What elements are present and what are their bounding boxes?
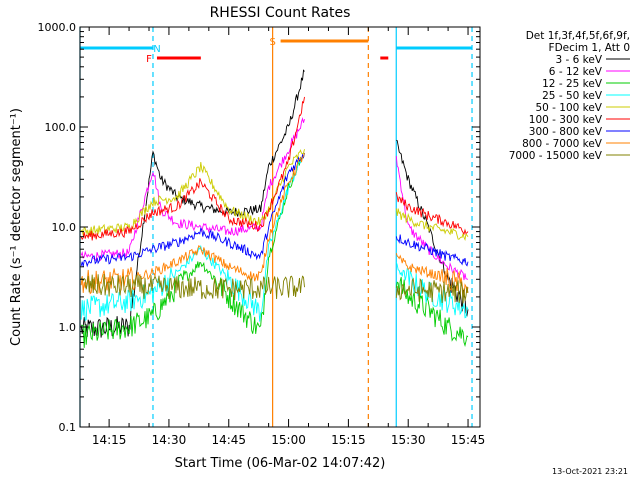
y-axis: 0.1 1.0 10.0 100.0 1000.0 xyxy=(38,21,480,434)
legend-label-3: 25 - 50 keV xyxy=(542,90,603,102)
x-tick-label: 14:30 xyxy=(152,433,187,447)
series-line-5-part-0 xyxy=(80,96,305,241)
flag-n-label: N xyxy=(153,44,160,55)
legend-header-1: FDecim 1, Att 0 xyxy=(549,42,630,54)
series-line-3-part-0 xyxy=(80,152,305,322)
series-line-0-part-0 xyxy=(80,69,305,338)
y-tick-label: 100.0 xyxy=(45,121,77,134)
y-tick-label: 10.0 xyxy=(52,221,77,234)
footer-timestamp: 13-Oct-2021 23:21 xyxy=(552,467,628,476)
y-tick-label: 1.0 xyxy=(59,321,77,334)
x-axis: 14:15 14:30 14:45 15:00 15:15 15:30 15:45 xyxy=(88,27,486,447)
legend-label-5: 100 - 300 keV xyxy=(529,114,603,126)
legend-label-1: 6 - 12 keV xyxy=(549,66,603,78)
x-tick-label: 14:45 xyxy=(211,433,246,447)
series-line-6-part-0 xyxy=(80,152,305,268)
series-line-0-part-1 xyxy=(396,139,469,317)
series-line-8-part-0 xyxy=(80,274,305,301)
series-lines xyxy=(80,69,469,348)
series-line-1-part-0 xyxy=(80,117,305,262)
flag-bars: NF S xyxy=(80,37,473,65)
flag-s-label: S xyxy=(269,37,275,48)
series-line-6-part-1 xyxy=(395,234,469,267)
legend: Det 1f,3f,4f,5f,6f,9f,FDecim 1, Att 03 -… xyxy=(509,30,630,162)
legend-label-0: 3 - 6 keV xyxy=(555,54,602,66)
y-tick-label: 0.1 xyxy=(59,421,77,434)
x-tick-label: 15:45 xyxy=(451,433,486,447)
legend-label-4: 50 - 100 keV xyxy=(535,102,602,114)
legend-label-2: 12 - 25 keV xyxy=(542,78,603,90)
flag-f-label: F xyxy=(146,54,152,65)
series-line-1-part-1 xyxy=(395,156,469,281)
x-axis-label: Start Time (06-Mar-02 14:07:42) xyxy=(175,456,386,471)
chart-title: RHESSI Count Rates xyxy=(210,5,351,21)
series-line-7-part-1 xyxy=(395,253,469,297)
legend-header-0: Det 1f,3f,4f,5f,6f,9f, xyxy=(526,30,630,42)
x-tick-label: 14:15 xyxy=(92,433,127,447)
series-line-8-part-1 xyxy=(395,277,469,304)
x-tick-label: 15:30 xyxy=(391,433,426,447)
series-line-5-part-1 xyxy=(395,192,469,236)
series-line-4-part-1 xyxy=(395,208,469,241)
y-axis-label: Count Rate (s⁻¹ detector segment⁻¹) xyxy=(9,108,24,346)
y-tick-label: 1000.0 xyxy=(38,21,77,34)
series-line-4-part-0 xyxy=(80,149,305,236)
x-tick-label: 15:00 xyxy=(271,433,306,447)
series-line-2-part-0 xyxy=(81,152,305,348)
legend-label-8: 7000 - 15000 keV xyxy=(509,150,603,162)
x-tick-label: 15:15 xyxy=(331,433,366,447)
legend-label-7: 800 - 7000 keV xyxy=(522,138,603,150)
legend-label-6: 300 - 800 keV xyxy=(529,126,603,138)
series-line-2-part-1 xyxy=(395,276,469,348)
